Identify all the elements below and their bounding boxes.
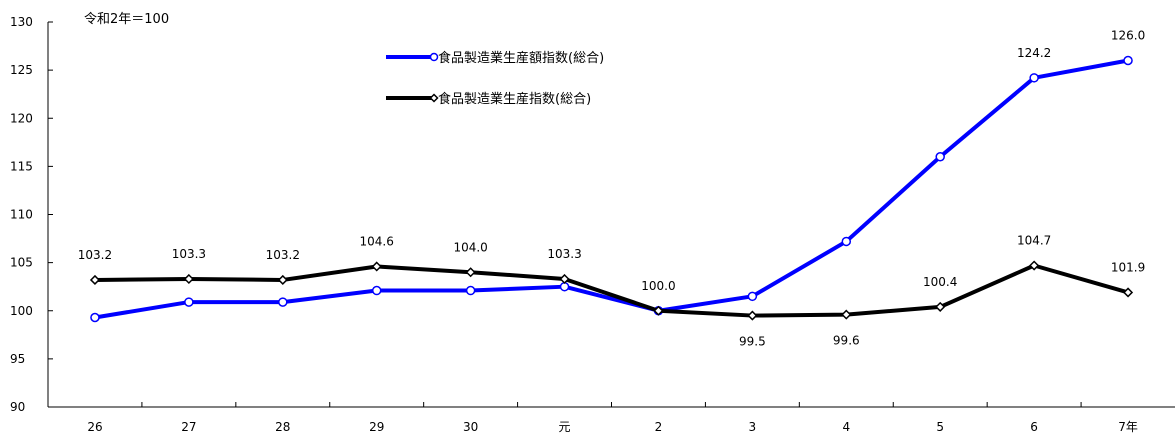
series-point-2	[89, 274, 101, 286]
x-tick-label: 28	[275, 420, 290, 434]
series-layer	[89, 55, 1134, 323]
series-point-1	[184, 297, 194, 307]
y-tick-label: 90	[10, 400, 25, 414]
data-label: 99.5	[739, 335, 766, 349]
data-label: 124.2	[1017, 46, 1051, 60]
series-line-1	[94, 58, 1129, 320]
series-point-1	[465, 285, 476, 296]
data-label: 104.0	[453, 240, 487, 254]
x-axis-ticks: 26 27 28 29 30 元 2 3 4 5 6 7年	[87, 402, 1138, 434]
series-point-2	[371, 261, 382, 272]
series-point-2	[935, 301, 946, 312]
data-label: 103.2	[78, 248, 112, 262]
series-point-1	[278, 297, 288, 307]
x-tick-label: 27	[181, 420, 196, 434]
x-tick-label: 29	[369, 420, 384, 434]
x-tick-label: 26	[87, 420, 102, 434]
legend-swatch-marker	[429, 93, 439, 103]
x-tick-label: 30	[463, 420, 478, 434]
series-point-1	[747, 291, 758, 302]
series-point-2	[559, 273, 570, 285]
data-label: 126.0	[1111, 29, 1145, 43]
data-label: 99.6	[833, 334, 860, 348]
series-point-2	[277, 274, 288, 286]
x-tick-label: 7年	[1118, 420, 1138, 434]
y-tick-label: 95	[10, 352, 25, 366]
series-point-2	[653, 305, 664, 316]
series-point-2	[1122, 287, 1134, 298]
x-tick-label: 3	[749, 420, 757, 434]
y-tick-label: 120	[10, 111, 33, 125]
y-tick-label: 105	[10, 256, 33, 270]
legend-label: 食品製造業生産指数(総合)	[438, 91, 591, 107]
data-label: 100.4	[923, 275, 957, 289]
unit-note: 令和2年＝100	[84, 12, 169, 27]
data-label: 103.3	[547, 247, 581, 261]
data-label: 101.9	[1111, 260, 1145, 274]
series-point-2	[747, 310, 758, 321]
legend-swatch-marker	[429, 52, 439, 62]
series-line-2	[94, 263, 1129, 318]
data-label: 104.6	[360, 234, 394, 248]
y-tick-label: 130	[10, 15, 33, 29]
y-tick-label: 115	[10, 159, 33, 173]
series-point-2	[841, 309, 852, 320]
data-label: 100.0	[641, 279, 675, 293]
data-label: 103.3	[172, 247, 206, 261]
y-tick-label: 125	[10, 63, 33, 77]
series-point-2	[465, 267, 476, 278]
series-point-1	[935, 152, 945, 162]
series-point-2	[183, 273, 194, 285]
series-point-1	[841, 236, 852, 247]
series-point-1	[90, 312, 100, 323]
x-tick-label: 6	[1030, 420, 1038, 434]
series-point-1	[1029, 73, 1039, 83]
x-tick-label: 4	[842, 420, 850, 434]
y-tick-label: 100	[10, 304, 33, 318]
data-label: 104.7	[1017, 234, 1051, 248]
series-point-2	[1029, 260, 1040, 271]
legend: 食品製造業生産額指数(総合) 食品製造業生産指数(総合)	[386, 50, 604, 107]
series-point-1	[371, 285, 382, 296]
legend-label: 食品製造業生産額指数(総合)	[438, 50, 604, 66]
x-tick-label: 5	[936, 420, 944, 434]
series-point-1	[1123, 55, 1133, 66]
data-label: 103.2	[266, 248, 300, 262]
y-tick-label: 110	[10, 208, 33, 222]
data-labels: 124.2 126.0 103.2 103.3 103.2 104.6 104.0 103.3…	[78, 29, 1145, 349]
x-tick-label: 元	[559, 420, 571, 434]
y-axis-ticks: 90 95 100 105 110 115 120 125 130	[10, 15, 53, 414]
x-tick-label: 2	[655, 420, 663, 434]
